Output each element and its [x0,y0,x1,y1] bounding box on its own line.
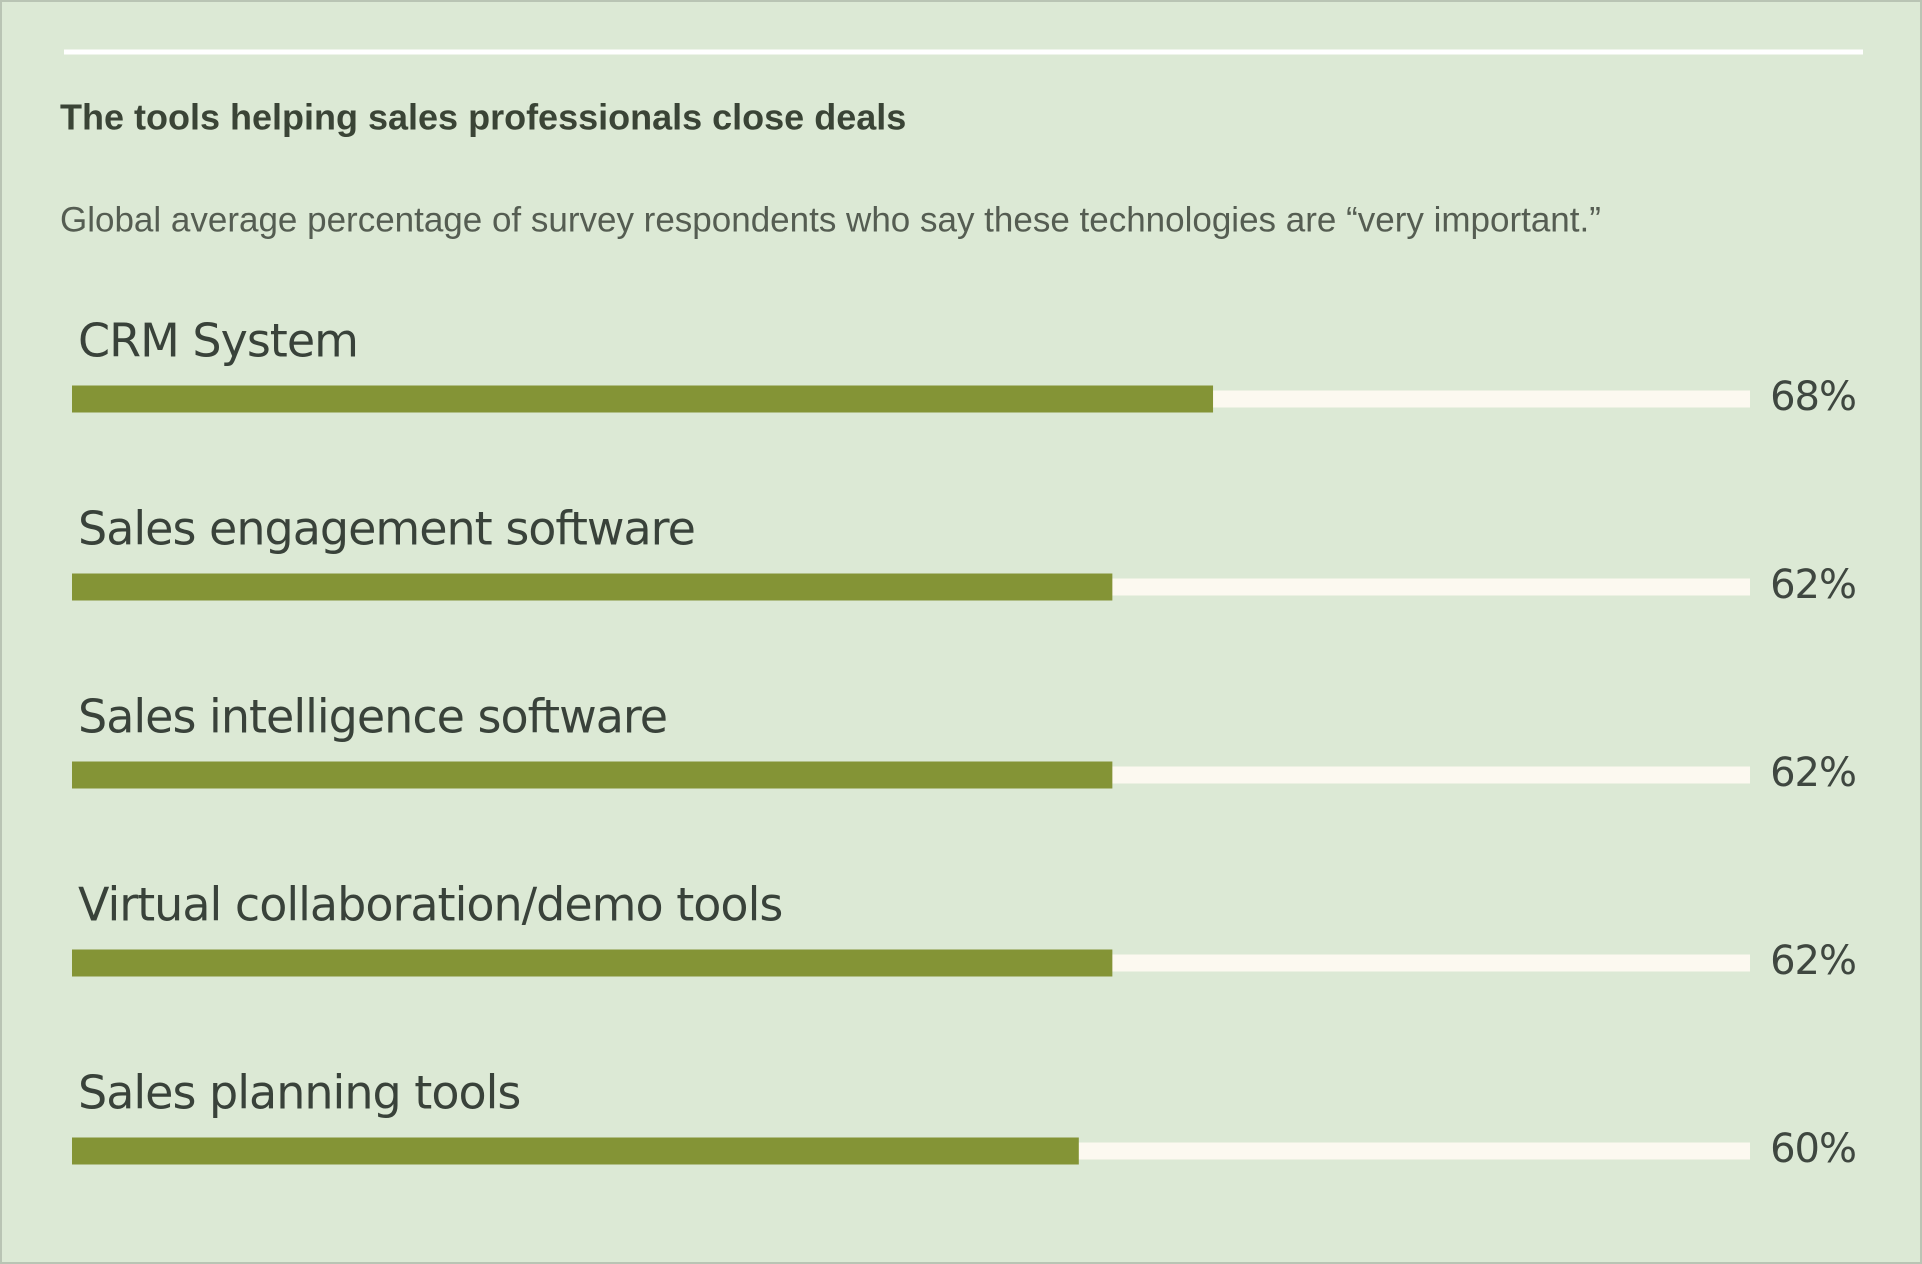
bar [72,949,1113,977]
value-label: 60% [1770,1126,1856,1172]
value-label: 62% [1770,750,1856,796]
chart-title: The tools helping sales professionals cl… [60,97,906,138]
bar [72,761,1113,789]
value-label: 62% [1770,938,1856,984]
category-label: CRM System [78,314,358,368]
category-label: Virtual collaboration/demo tools [78,878,782,932]
bar [72,385,1214,413]
chart-subtitle: Global average percentage of survey resp… [60,200,1601,239]
value-label: 68% [1770,374,1856,420]
bar [72,1137,1079,1165]
category-label: Sales engagement software [78,502,695,556]
category-label: Sales intelligence software [78,690,667,744]
bar [72,573,1113,601]
category-label: Sales planning tools [78,1066,520,1120]
value-label: 62% [1770,562,1856,608]
